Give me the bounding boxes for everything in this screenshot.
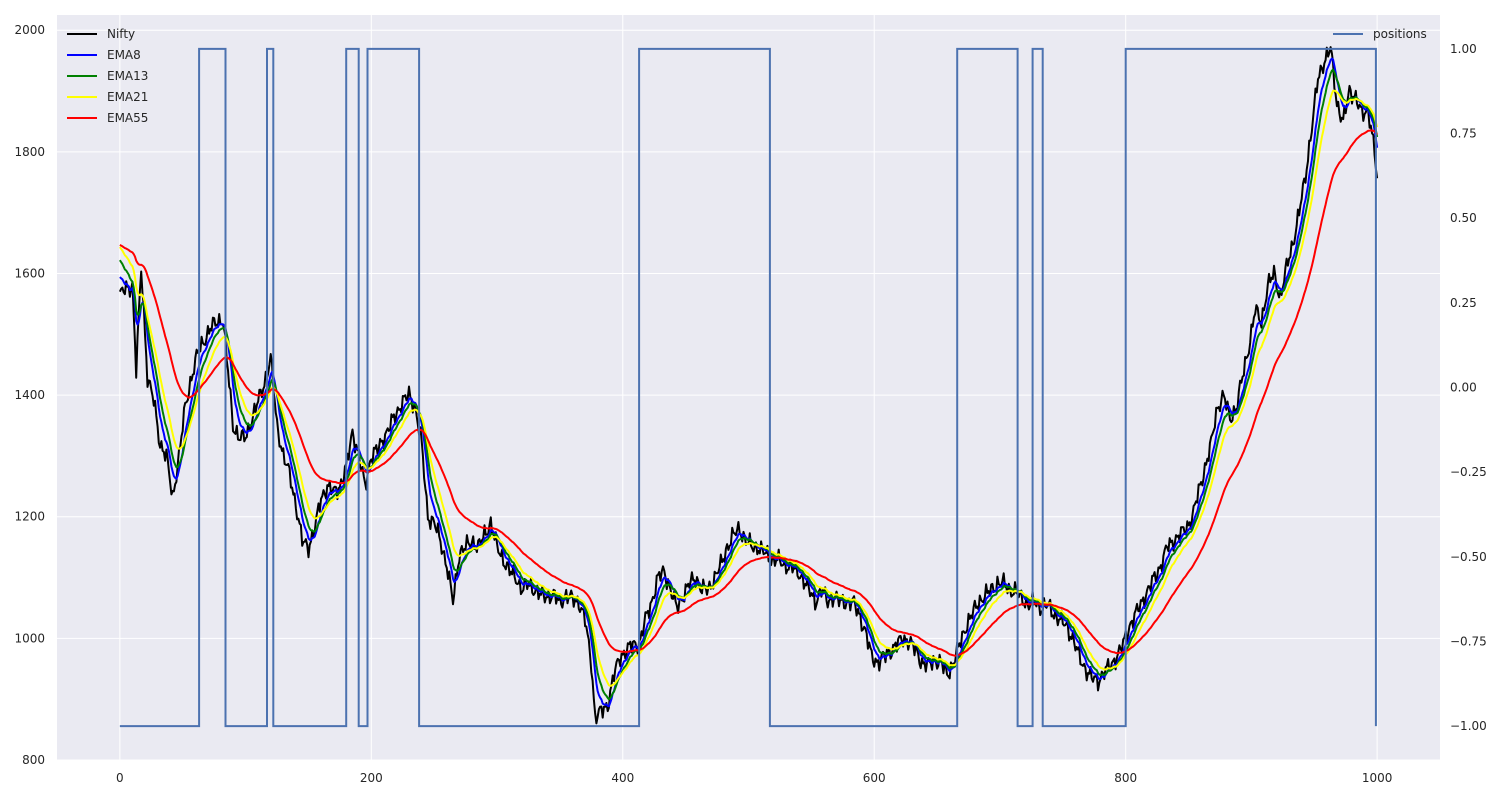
y-axis-left: 800 1000 1200 1400 1600 1800 2000 — [14, 23, 45, 767]
x-axis: 0 200 400 600 800 1000 — [116, 771, 1392, 785]
x-tick-label: 1000 — [1362, 771, 1393, 785]
y-tick-label: 1600 — [14, 266, 45, 280]
y-tick-label: 1000 — [14, 631, 45, 645]
y2-tick-label: −0.50 — [1450, 550, 1487, 564]
legend-label: EMA21 — [107, 90, 148, 104]
plot-background — [57, 15, 1440, 760]
price-lines — [118, 46, 1379, 725]
x-tick-label: 200 — [360, 771, 383, 785]
legend-right: positions — [1333, 27, 1427, 41]
x-tick-label: 600 — [863, 771, 886, 785]
y-tick-label: 2000 — [14, 23, 45, 37]
y-axis-right: 1.00 0.75 0.50 0.25 0.00 −0.25 −0.50 −0.75 −1.00 — [1450, 42, 1487, 733]
legend-label: EMA13 — [107, 69, 148, 83]
ema21-line — [119, 89, 1379, 687]
legend-label: EMA55 — [107, 111, 148, 125]
legend-left: Nifty EMA8 EMA13 EMA21 EMA55 — [67, 27, 148, 125]
grid — [57, 15, 1440, 761]
y-tick-label: 800 — [22, 753, 45, 767]
x-tick-label: 400 — [611, 771, 634, 785]
positions-line — [119, 47, 1377, 728]
y-tick-label: 1200 — [14, 510, 45, 524]
y2-tick-label: 0.50 — [1450, 211, 1477, 225]
y2-tick-label: −1.00 — [1450, 719, 1487, 733]
y2-tick-label: 1.00 — [1450, 42, 1477, 56]
y-tick-label: 1800 — [14, 145, 45, 159]
y2-tick-label: 0.00 — [1450, 381, 1477, 395]
y2-tick-label: 0.25 — [1450, 296, 1477, 310]
legend-label: positions — [1373, 27, 1427, 41]
y2-tick-label: 0.75 — [1450, 127, 1477, 141]
x-tick-label: 800 — [1114, 771, 1137, 785]
y2-tick-label: −0.25 — [1450, 465, 1487, 479]
x-tick-label: 0 — [116, 771, 124, 785]
y-tick-label: 1400 — [14, 388, 45, 402]
y2-tick-label: −0.75 — [1450, 634, 1487, 648]
ema55-line — [119, 129, 1378, 657]
position-line — [119, 47, 1377, 728]
ema13-line — [119, 68, 1379, 701]
legend-label: Nifty — [107, 27, 135, 41]
legend-label: EMA8 — [107, 48, 141, 62]
